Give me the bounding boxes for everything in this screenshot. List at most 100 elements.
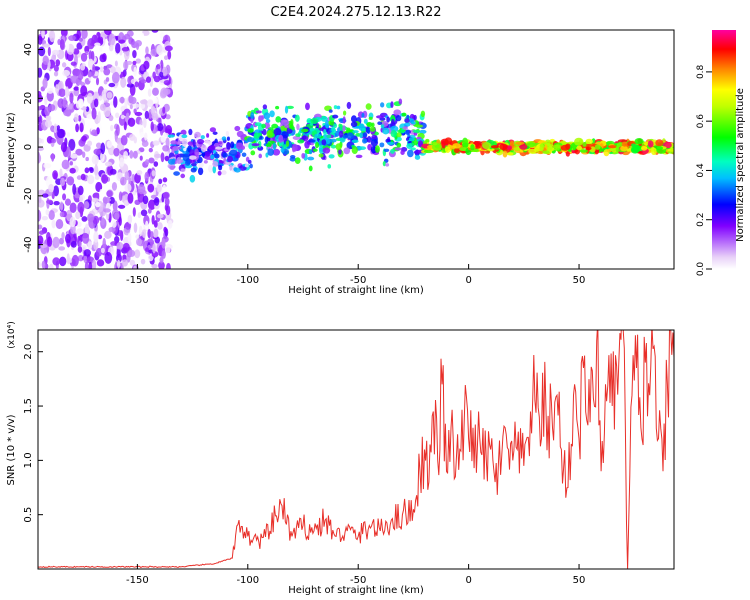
spectrogram-cell: [77, 201, 85, 214]
spectrogram-cell: [241, 152, 247, 157]
spectrogram-cell: [88, 50, 93, 61]
spectrogram-cell: [77, 246, 83, 253]
snr-x-tick-label: -100: [236, 575, 259, 586]
spectrogram-cell: [119, 176, 127, 186]
spectrogram-cell: [359, 132, 363, 139]
spectrogram-x-tick-label: 50: [573, 275, 586, 286]
spectrogram-cell: [99, 66, 104, 73]
spectrogram-cell: [162, 184, 167, 194]
spectrogram-cell: [292, 135, 301, 140]
spectrogram-cell: [574, 141, 581, 146]
spectrogram-cell: [296, 123, 300, 131]
spectrogram-cell: [221, 170, 227, 176]
spectrogram-cell: [342, 125, 346, 132]
spectrogram-cell: [91, 154, 99, 165]
spectrogram-cell: [377, 121, 383, 126]
spectrogram-cell: [249, 163, 253, 169]
spectrogram-cell: [85, 106, 90, 112]
spectrogram-cell: [38, 114, 43, 125]
spectrogram-cell: [308, 149, 313, 155]
spectrogram-cell: [69, 92, 74, 104]
snr-ylabel: SNR (10 * v/v): [6, 414, 17, 485]
spectrogram-cell: [99, 54, 106, 63]
spectrogram-cell: [140, 258, 146, 265]
spectrogram-cell: [482, 142, 492, 150]
spectrogram-cell: [390, 125, 399, 132]
spectrogram-cell: [192, 139, 196, 148]
spectrogram-cell: [215, 146, 223, 150]
spectrogram-cell: [164, 45, 173, 52]
spectrogram-cell: [325, 123, 330, 129]
spectrogram-cell: [127, 249, 136, 258]
spectrogram-cell: [127, 117, 136, 127]
spectrogram-cell: [135, 238, 142, 246]
spectrogram-cell: [190, 167, 197, 173]
spectrogram-cell: [278, 134, 284, 143]
spectrogram-cell: [85, 156, 89, 162]
spectrogram-cell: [145, 247, 149, 252]
spectrogram-cell: [258, 153, 263, 159]
colorbar-tick-label: 0.0: [696, 262, 706, 277]
spectrogram-cell: [66, 146, 71, 159]
spectrogram-cell: [109, 168, 117, 175]
spectrogram-cell: [62, 97, 67, 109]
spectrogram-cell: [101, 217, 105, 226]
spectrogram-cell: [95, 77, 100, 86]
spectrogram-cell: [77, 70, 84, 81]
spectrogram-cell: [164, 155, 170, 162]
spectrogram-x-tick-label: -150: [126, 275, 149, 286]
spectrogram-cell: [415, 124, 423, 128]
spectrogram-cell: [390, 148, 395, 154]
spectrogram-cell: [275, 116, 282, 123]
spectrogram-cell: [323, 128, 327, 136]
spectrogram-cell: [194, 148, 199, 157]
spectrogram-cell: [647, 140, 654, 148]
spectrogram-cell: [183, 147, 187, 152]
spectrogram-cell: [386, 141, 395, 145]
spectrogram-cell: [188, 155, 197, 160]
spectrogram-cell: [406, 143, 413, 149]
spectrogram-cell: [58, 88, 66, 97]
spectrogram-cell: [328, 109, 333, 113]
spectrogram-cell: [42, 77, 48, 89]
spectrogram-cell: [61, 62, 67, 68]
spectrogram-cell: [164, 243, 171, 254]
snr-y-tick-label: 1.0: [23, 452, 34, 468]
spectrogram-cell: [235, 142, 244, 150]
spectrogram-cell: [61, 232, 65, 240]
spectrogram-cell: [69, 202, 77, 214]
spectrogram-cell: [420, 110, 426, 118]
spectrogram-cell: [102, 196, 108, 204]
spectrogram-cell: [77, 115, 82, 122]
spectrogram-cell: [51, 49, 60, 56]
spectrogram-cell: [139, 155, 143, 161]
spectrogram-cell: [499, 143, 508, 151]
spectrogram-cell: [284, 105, 289, 114]
spectrogram-cell: [209, 127, 217, 133]
spectrogram-cell: [208, 145, 216, 151]
spectrogram-cell: [147, 228, 151, 239]
spectrogram-cell: [66, 176, 75, 186]
spectrogram-cell: [80, 85, 88, 97]
spectrogram-cell: [182, 153, 190, 162]
spectrogram-cell: [109, 196, 115, 204]
spectrogram-cell: [38, 106, 43, 111]
spectrogram-cell: [108, 114, 114, 122]
colorbar-ticks: 0.0 0.2 0.4 0.6 0.8: [696, 64, 712, 276]
spectrogram-cell: [99, 188, 104, 201]
spectrogram-cell: [108, 33, 116, 46]
spectrogram-cell: [315, 142, 320, 149]
colorbar-tick-label: 0.2: [696, 213, 706, 227]
spectrogram-cell: [308, 165, 313, 172]
spectrogram-cell: [432, 141, 438, 146]
spectrogram-cell: [361, 112, 365, 118]
spectrogram-cell: [382, 161, 386, 167]
spectrogram-cell: [64, 86, 70, 98]
spectrogram-cell: [80, 52, 88, 62]
spectrogram-cell: [78, 240, 82, 248]
snr-y-tick-label: 0.5: [23, 507, 34, 523]
spectrogram-cell: [148, 147, 153, 153]
spectrogram-cell: [115, 253, 122, 263]
spectrogram-cell: [156, 213, 164, 219]
spectrogram-cell: [103, 30, 112, 36]
